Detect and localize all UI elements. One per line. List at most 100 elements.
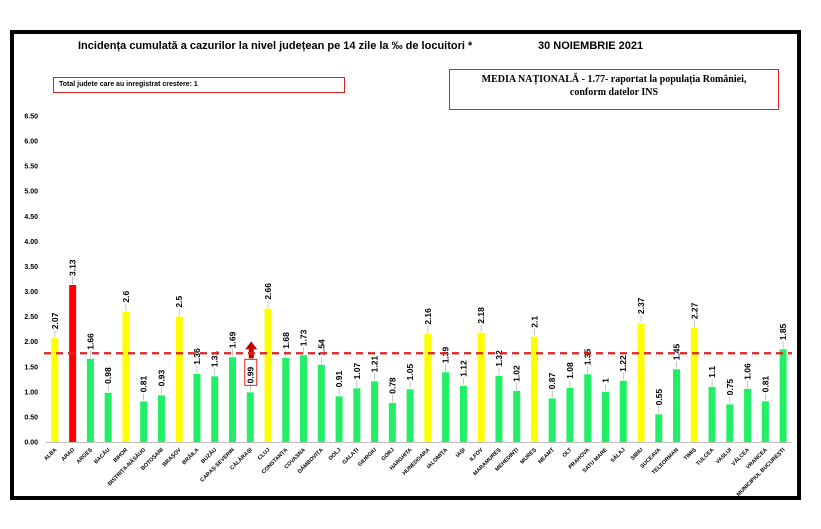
x-category-label: DOLJ <box>328 447 343 462</box>
x-category-label: BRĂILA <box>181 446 201 466</box>
x-category-label: ARAD <box>61 447 76 462</box>
x-category-label: ILFOV <box>469 447 485 463</box>
value-label: 1.36 <box>192 348 202 365</box>
increase-arrow-icon <box>245 341 258 350</box>
bar <box>619 380 627 442</box>
bar <box>726 404 734 442</box>
value-label: 1 <box>601 378 611 383</box>
value-label: 0.98 <box>103 367 113 384</box>
bar <box>317 364 325 442</box>
value-label: 1.73 <box>299 329 309 346</box>
value-label: 1.08 <box>565 362 575 379</box>
value-label: 0.93 <box>156 370 166 387</box>
value-label: 1.21 <box>370 355 380 372</box>
x-category-label: TULCEA <box>695 447 715 467</box>
national-average-box: MEDIA NAȚIONALĂ - 1.77- raportat la popu… <box>449 69 779 110</box>
bar <box>406 389 414 442</box>
x-category-label: NEAMȚ <box>538 447 557 466</box>
value-label: 2.18 <box>476 307 486 324</box>
bar <box>530 336 538 442</box>
value-label: 1.66 <box>85 333 95 350</box>
x-category-label: SĂLAJ <box>609 446 627 464</box>
x-category-label: TIMIȘ <box>683 447 698 462</box>
y-tick-label: 5.50 <box>24 164 38 171</box>
bar <box>264 308 272 442</box>
chart-date: 30 NOIEMBRIE 2021 <box>538 40 644 52</box>
y-tick-label: 6.00 <box>24 139 38 146</box>
bar <box>388 402 396 442</box>
bar <box>140 401 148 442</box>
bar <box>157 395 165 442</box>
y-tick-label: 1.50 <box>24 364 38 371</box>
y-tick-label: 4.00 <box>24 239 38 246</box>
value-label: 1.68 <box>281 332 291 349</box>
value-label: 2.16 <box>423 308 433 325</box>
value-label: 3.13 <box>68 259 78 276</box>
bar <box>761 401 769 442</box>
value-label: 0.81 <box>760 376 770 393</box>
x-category-label: ARGEȘ <box>76 447 94 465</box>
bar <box>300 355 308 442</box>
bar <box>371 381 379 442</box>
x-category-label: CLUJ <box>257 447 271 461</box>
bar <box>69 285 77 442</box>
bar <box>744 388 752 442</box>
value-label: 1.05 <box>405 364 415 381</box>
bar <box>602 391 609 442</box>
y-tick-label: 6.50 <box>24 114 38 121</box>
x-category-label: IAȘI <box>455 447 467 459</box>
value-label: 2.07 <box>50 312 60 329</box>
value-label: 1.06 <box>743 363 753 380</box>
value-label: 1.45 <box>672 343 682 360</box>
y-tick-label: 2.00 <box>24 339 38 346</box>
y-tick-label: 3.50 <box>24 264 38 271</box>
bar <box>495 375 503 442</box>
value-label: 1.32 <box>494 350 504 367</box>
value-label: 0.99 <box>245 367 255 384</box>
bar <box>566 387 574 442</box>
bar <box>193 373 201 442</box>
value-label: 2.1 <box>529 316 539 328</box>
value-label: 1.07 <box>352 363 362 380</box>
bar <box>424 333 432 442</box>
bar <box>673 369 681 442</box>
national-average-line1: MEDIA NAȚIONALĂ - 1.77- raportat la popu… <box>481 74 747 85</box>
national-average-line2: conform datelor INS <box>569 87 659 98</box>
value-label: 1.39 <box>441 346 451 363</box>
bar <box>51 338 59 442</box>
value-label: 2.6 <box>121 291 131 303</box>
bar <box>442 372 450 442</box>
value-label: 1.35 <box>583 348 593 365</box>
bar <box>548 398 556 442</box>
bar <box>655 414 663 442</box>
value-label: 2.27 <box>689 302 699 319</box>
bar <box>513 390 521 442</box>
value-label: 1.02 <box>512 365 522 382</box>
x-category-label: BACĂU <box>93 446 112 465</box>
value-label: 1.1 <box>707 366 717 378</box>
bar <box>459 385 467 442</box>
bar <box>584 374 592 442</box>
x-category-label: GORJ <box>381 447 396 462</box>
bar <box>211 376 219 442</box>
increase-highlight-box <box>244 358 258 386</box>
x-category-label: OLT <box>562 447 574 459</box>
value-label: 1.85 <box>778 323 788 340</box>
x-category-label: SIBIU <box>630 447 645 462</box>
x-category-label: BRAȘOV <box>162 447 183 468</box>
value-label: 1.69 <box>228 331 238 348</box>
counties-increase-box: Total judete care au inregistrat crester… <box>53 77 345 93</box>
value-label: 0.87 <box>547 373 557 390</box>
bar <box>477 332 485 442</box>
value-label: 2.5 <box>174 296 184 308</box>
value-label: 0.91 <box>334 371 344 388</box>
bar <box>282 357 290 442</box>
bar <box>122 311 130 442</box>
value-label: 0.75 <box>725 379 735 396</box>
bar <box>175 316 183 442</box>
y-tick-label: 0.50 <box>24 414 38 421</box>
value-label: 1.22 <box>618 355 628 372</box>
value-label: 1.54 <box>316 339 326 356</box>
value-label: 0.78 <box>387 377 397 394</box>
